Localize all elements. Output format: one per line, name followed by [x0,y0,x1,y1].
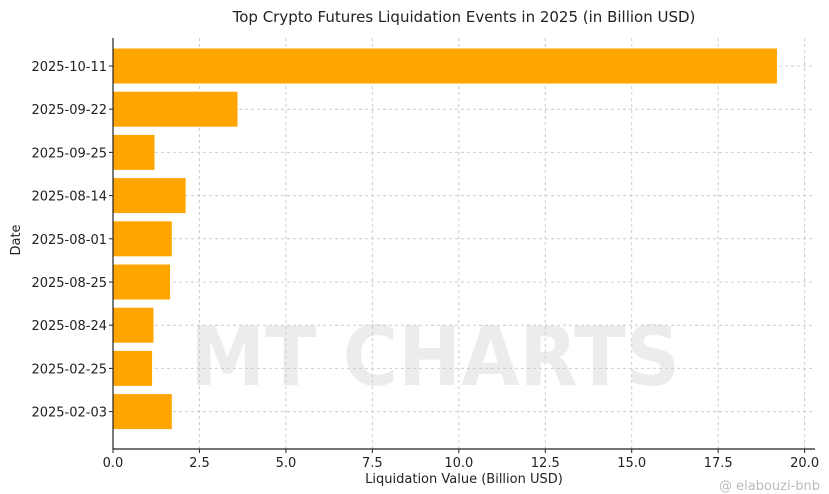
x-tick-label: 15.0 [617,456,646,471]
chart-title: Top Crypto Futures Liquidation Events in… [232,8,696,26]
y-tick-labels: 2025-10-11 2025-09-22 2025-09-25 2025-08-14… [31,60,113,421]
y-tick-label: 2025-09-22 [31,103,107,118]
y-axis-label: Date [9,224,24,255]
y-tick-label: 2025-08-14 [31,190,107,205]
y-tick-label: 2025-09-25 [31,146,107,161]
x-tick-label: 17.5 [704,456,733,471]
x-tick-label: 0.0 [103,456,124,471]
x-tick-label: 12.5 [531,456,560,471]
y-tick-label: 2025-08-25 [31,276,107,291]
x-tick-label: 10.0 [444,456,473,471]
x-tick-label: 2.5 [189,456,210,471]
bar-2025-08-24 [113,307,154,343]
x-tick-label: 7.5 [362,456,383,471]
x-axis-label: Liquidation Value (Billion USD) [365,472,563,487]
bar-2025-09-22 [113,91,238,127]
bar-2025-10-11 [113,48,777,84]
y-tick-label: 2025-08-24 [31,319,107,334]
bar-2025-09-25 [113,134,155,170]
x-tick-label: 5.0 [276,456,297,471]
y-tick-label: 2025-08-01 [31,233,107,248]
bar-2025-08-25 [113,264,171,300]
y-tick-label: 2025-02-25 [31,362,107,377]
y-tick-label: 2025-02-03 [31,406,107,421]
bar-2025-02-03 [113,394,172,430]
bar-2025-08-14 [113,178,186,214]
x-tick-labels: 0.0 2.5 5.0 7.5 10.0 12.5 15.0 17.5 20.0 [103,449,819,471]
bar-2025-08-01 [113,221,172,257]
watermark: MT CHARTS [190,310,680,405]
x-tick-label: 20.0 [790,456,819,471]
bars [113,48,777,430]
credit-handle: @ elabouzi-bnb [719,479,820,494]
bar-2025-02-25 [113,350,153,386]
y-tick-label: 2025-10-11 [31,60,107,75]
